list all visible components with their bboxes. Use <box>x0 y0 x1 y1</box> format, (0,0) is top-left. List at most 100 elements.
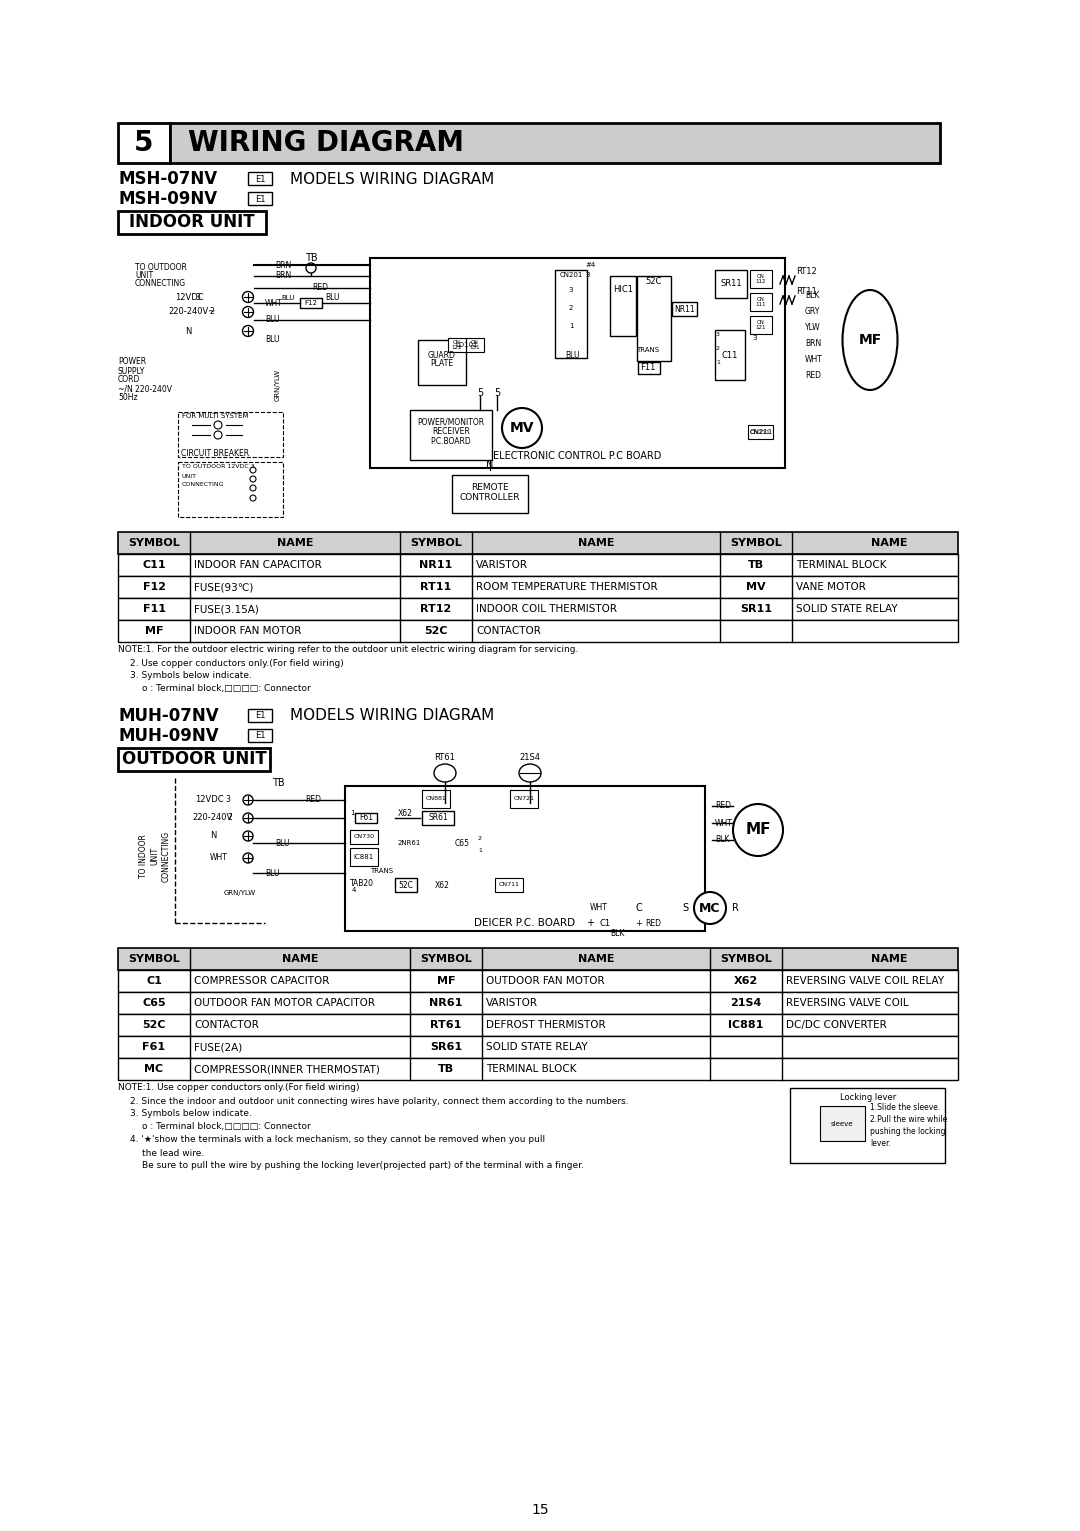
Text: CN
112: CN 112 <box>756 274 766 285</box>
Text: 5: 5 <box>494 387 500 398</box>
Bar <box>418 340 465 384</box>
Text: POWER: POWER <box>118 358 146 366</box>
Text: WHT: WHT <box>210 853 228 862</box>
Text: FOR MULTI SYSTEM: FOR MULTI SYSTEM <box>181 413 248 419</box>
Bar <box>118 948 958 971</box>
Text: BLU: BLU <box>325 294 339 303</box>
Bar <box>118 576 958 599</box>
Bar <box>118 554 958 576</box>
Text: SR11: SR11 <box>720 280 742 288</box>
Text: 2: 2 <box>478 836 482 841</box>
Text: 2.Pull the wire while: 2.Pull the wire while <box>870 1116 947 1124</box>
Text: ~/N 220-240V: ~/N 220-240V <box>118 384 172 393</box>
Circle shape <box>694 893 726 925</box>
Text: HIC1: HIC1 <box>613 285 633 294</box>
Text: pushing the locking: pushing the locking <box>870 1127 945 1136</box>
Text: ROOM TEMPERATURE THERMISTOR: ROOM TEMPERATURE THERMISTOR <box>476 582 658 592</box>
Bar <box>370 259 785 468</box>
Text: RT12: RT12 <box>796 268 816 277</box>
Bar <box>345 785 705 931</box>
Text: OUTDOOR FAN MOTOR CAPACITOR: OUTDOOR FAN MOTOR CAPACITOR <box>194 998 375 1007</box>
Text: CN730: CN730 <box>353 834 375 839</box>
Text: LD101: LD101 <box>455 341 477 348</box>
Text: Be sure to pull the wire by pushing the locking lever(projected part) of the ter: Be sure to pull the wire by pushing the … <box>141 1162 584 1171</box>
Text: 5: 5 <box>134 129 153 158</box>
Text: CN711: CN711 <box>499 882 519 888</box>
Text: N: N <box>486 459 494 470</box>
Text: NOTE:1. For the outdoor electric wiring refer to the outdoor unit electric wirin: NOTE:1. For the outdoor electric wiring … <box>118 646 579 654</box>
Text: MSH-07NV: MSH-07NV <box>118 170 217 188</box>
Text: TRANS: TRANS <box>636 348 660 354</box>
Bar <box>118 1058 958 1079</box>
Text: MF: MF <box>436 975 456 986</box>
Text: TAB20: TAB20 <box>350 879 374 888</box>
Text: TB: TB <box>748 560 764 570</box>
Bar <box>118 992 958 1014</box>
Text: GRN/YLW: GRN/YLW <box>224 890 256 896</box>
Text: YLW: YLW <box>805 323 821 332</box>
Circle shape <box>243 795 253 805</box>
Bar <box>248 729 272 743</box>
Bar <box>118 749 270 772</box>
Text: 12VDC: 12VDC <box>195 796 224 804</box>
Bar <box>715 331 745 380</box>
Bar <box>465 338 484 352</box>
Text: GRY: GRY <box>805 308 821 317</box>
Text: BLU: BLU <box>275 839 289 848</box>
Text: sleeve: sleeve <box>831 1121 853 1127</box>
Text: SYMBOL: SYMBOL <box>730 537 782 548</box>
Text: NAME: NAME <box>282 954 319 965</box>
Text: IC881: IC881 <box>728 1020 764 1030</box>
Text: NAME: NAME <box>578 954 615 965</box>
Text: SOLID STATE RELAY: SOLID STATE RELAY <box>486 1043 588 1052</box>
Text: 3: 3 <box>716 332 720 337</box>
Text: RECEIVER: RECEIVER <box>432 427 470 436</box>
Text: N: N <box>210 831 216 841</box>
Text: 12VDC: 12VDC <box>175 292 204 302</box>
Ellipse shape <box>842 289 897 390</box>
Text: CN881: CN881 <box>426 796 446 802</box>
Text: BLU: BLU <box>282 295 295 302</box>
Text: C65: C65 <box>143 998 166 1007</box>
Text: INDOOR UNIT: INDOOR UNIT <box>130 213 255 231</box>
Text: E1: E1 <box>255 194 266 204</box>
Text: CONTACTOR: CONTACTOR <box>194 1020 259 1030</box>
Text: TB: TB <box>272 778 284 788</box>
Text: CN201: CN201 <box>559 273 583 279</box>
Ellipse shape <box>434 764 456 782</box>
Text: FUSE(3.15A): FUSE(3.15A) <box>194 605 259 614</box>
Text: BLK: BLK <box>715 836 729 845</box>
Text: the lead wire.: the lead wire. <box>141 1148 204 1157</box>
Text: 1: 1 <box>478 848 482 853</box>
Ellipse shape <box>733 804 783 856</box>
Text: C65: C65 <box>455 839 470 848</box>
Text: SYMBOL: SYMBOL <box>720 954 772 965</box>
Bar <box>300 299 322 308</box>
Text: VANE MOTOR: VANE MOTOR <box>796 582 866 592</box>
Text: NAME: NAME <box>870 954 907 965</box>
Text: 3: 3 <box>753 335 757 341</box>
Text: 52C: 52C <box>424 626 448 635</box>
Text: 3: 3 <box>569 286 573 292</box>
Text: TERMINAL BLOCK: TERMINAL BLOCK <box>796 560 887 570</box>
Text: MF: MF <box>145 626 163 635</box>
Text: COMPRESSOR(INNER THERMOSTAT): COMPRESSOR(INNER THERMOSTAT) <box>194 1064 380 1075</box>
Circle shape <box>306 263 316 273</box>
Text: C: C <box>635 903 642 912</box>
Bar <box>637 276 671 361</box>
Text: TERMINAL BLOCK: TERMINAL BLOCK <box>486 1064 577 1075</box>
Text: 50Hz: 50Hz <box>118 393 137 403</box>
Text: RED: RED <box>645 919 661 928</box>
Text: RED: RED <box>305 796 321 804</box>
Circle shape <box>243 831 253 841</box>
Text: 3. Symbols below indicate.: 3. Symbols below indicate. <box>130 1110 252 1119</box>
Text: N: N <box>185 326 191 335</box>
Text: NOTE:1. Use copper conductors only.(For field wiring): NOTE:1. Use copper conductors only.(For … <box>118 1084 360 1093</box>
Bar <box>178 412 283 456</box>
Bar <box>422 811 454 825</box>
Text: BLK: BLK <box>610 928 624 937</box>
Text: NAME: NAME <box>578 537 615 548</box>
Text: INDOOR COIL THERMISTOR: INDOOR COIL THERMISTOR <box>476 605 617 614</box>
Text: MC: MC <box>145 1064 163 1075</box>
Ellipse shape <box>519 764 541 782</box>
